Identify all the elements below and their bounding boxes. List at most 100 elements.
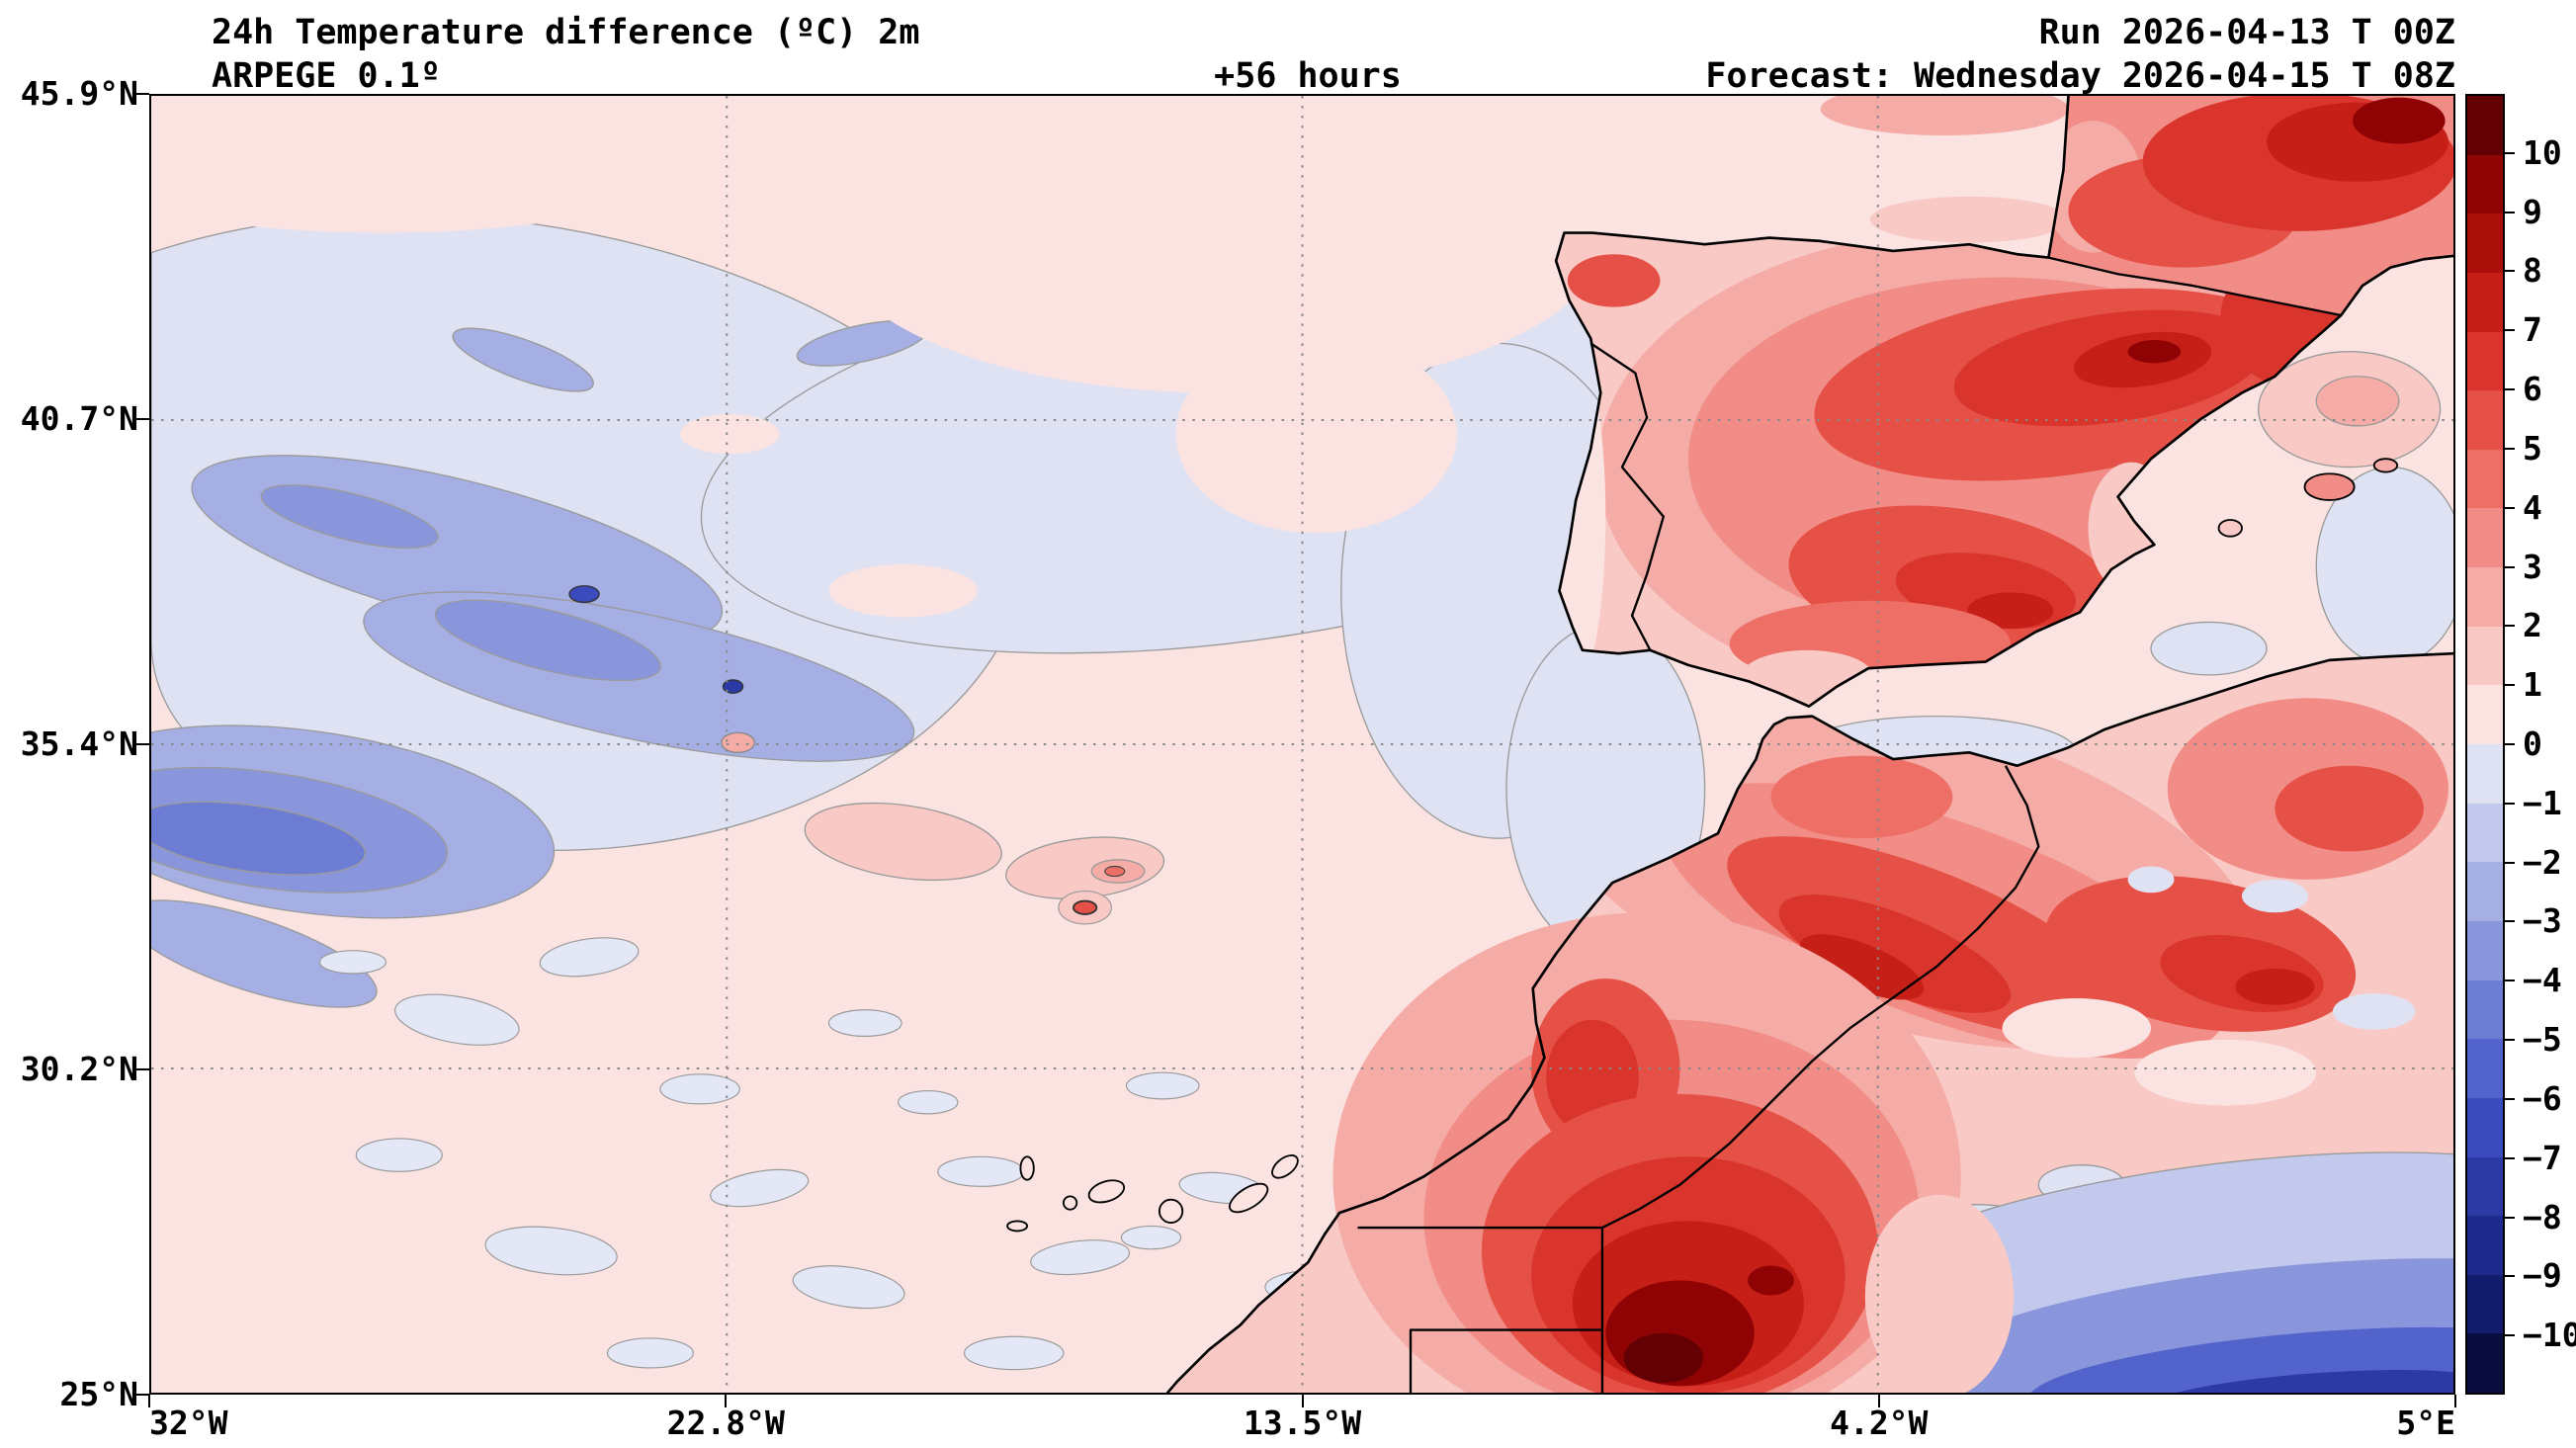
colorbar-segment [2467, 390, 2503, 450]
coastlines [1165, 96, 2453, 1393]
africa-coastline [1165, 651, 2453, 1393]
colorbar-tick-mark [2505, 743, 2515, 745]
colorbar-segment [2467, 685, 2503, 745]
country-borders [1357, 256, 2342, 1393]
x-tick-label: 13.5°W [1243, 1404, 1362, 1442]
iberia-france-coastline [1554, 96, 2453, 708]
colorbar-tick-label: −6 [2523, 1078, 2562, 1118]
iberia-warming-region [1556, 232, 2342, 707]
x-tick-mark [1301, 1395, 1304, 1407]
western-sahara-borders [1357, 1226, 1604, 1393]
colorbar-tick-label: 8 [2523, 251, 2542, 291]
madeira [1058, 890, 1112, 925]
y-tick-mark [136, 418, 149, 420]
y-tick-mark [136, 93, 149, 95]
colorbar [2465, 94, 2505, 1395]
x-tick-mark [1877, 1395, 1880, 1407]
colorbar-segment [2467, 449, 2503, 509]
colorbar-segment [2467, 508, 2503, 568]
colorbar-segment [2467, 1156, 2503, 1217]
colorbar-tick-mark [2505, 211, 2515, 213]
colorbar-tick-label: 10 [2523, 132, 2562, 172]
colorbar-segment [2467, 1039, 2503, 1098]
x-tick-label: 5°E [2396, 1404, 2455, 1442]
lead-time-label: +56 hours [1214, 56, 1402, 96]
y-tick-mark [136, 743, 149, 745]
run-label: Run 2026-04-13 T 00Z [2038, 13, 2455, 52]
colorbar-segment [2467, 154, 2503, 214]
gridlines [151, 96, 2453, 1393]
colorbar-tick-mark [2505, 920, 2515, 923]
colorbar-tick-mark [2505, 329, 2515, 332]
colorbar-tick-mark [2505, 684, 2515, 687]
forecast-label: Forecast: Wednesday 2026-04-15 T 08Z [1705, 56, 2455, 96]
y-tick-mark [136, 1394, 149, 1396]
colorbar-segment [2467, 1274, 2503, 1334]
south-morocco-hotspot [1332, 912, 2015, 1393]
colorbar-tick-mark [2505, 151, 2515, 154]
colorbar-tick-label: −10 [2523, 1316, 2576, 1355]
colorbar-segment [2467, 920, 2503, 980]
colorbar-tick-label: −2 [2523, 842, 2562, 882]
colorbar-tick-label: 1 [2523, 665, 2542, 705]
colorbar-tick-mark [2505, 1039, 2515, 1042]
colorbar-tick-label: −7 [2523, 1138, 2562, 1177]
colorbar-tick-label: 0 [2523, 724, 2542, 763]
y-tick-label: 30.2°N [20, 1050, 138, 1088]
colorbar-tick-label: 5 [2523, 428, 2542, 468]
colorbar-tick-label: 3 [2523, 547, 2542, 586]
colorbar-tick-label: −5 [2523, 1020, 2562, 1060]
colorbar-tick-mark [2505, 861, 2515, 864]
x-tick-label: 4.2°W [1830, 1404, 1929, 1442]
y-tick-label: 35.4°N [20, 724, 138, 763]
x-tick-mark [2454, 1395, 2456, 1407]
colorbar-tick-mark [2505, 625, 2515, 628]
colorbar-segment [2467, 1333, 2503, 1394]
colorbar-tick-mark [2505, 1334, 2515, 1337]
colorbar-tick-mark [2505, 1275, 2515, 1278]
x-tick-mark [148, 1395, 150, 1407]
colorbar-segment [2467, 567, 2503, 627]
x-tick-label: 22.8°W [666, 1404, 785, 1442]
colorbar-segment [2467, 862, 2503, 921]
colorbar-segment [2467, 213, 2503, 273]
colorbar-segment [2467, 980, 2503, 1040]
chart-title: 24h Temperature difference (ºC) 2m [212, 13, 920, 52]
morocco-algeria-border [1601, 765, 2040, 1230]
colorbar-tick-label: −8 [2523, 1197, 2562, 1236]
colorbar-tick-mark [2505, 1216, 2515, 1219]
balearic-islands [2217, 458, 2399, 538]
colorbar-tick-label: 2 [2523, 606, 2542, 645]
y-tick-label: 45.9°N [20, 74, 138, 113]
y-tick-mark [136, 1068, 149, 1070]
y-tick-label: 25°N [59, 1375, 138, 1413]
colorbar-tick-mark [2505, 388, 2515, 391]
colorbar-segment [2467, 1097, 2503, 1157]
map-canvas [151, 96, 2453, 1393]
y-tick-label: 40.7°N [20, 399, 138, 438]
colorbar-tick-mark [2505, 270, 2515, 273]
colorbar-tick-label: 7 [2523, 310, 2542, 350]
model-label: ARPEGE 0.1º [212, 56, 441, 96]
colorbar-tick-mark [2505, 506, 2515, 509]
colorbar-tick-label: −9 [2523, 1256, 2562, 1296]
colorbar-tick-label: 6 [2523, 370, 2542, 409]
colorbar-tick-mark [2505, 447, 2515, 450]
colorbar-tick-label: −4 [2523, 961, 2562, 1000]
ocean-anomaly-field [151, 96, 2453, 1008]
colorbar-segment [2467, 1216, 2503, 1275]
islands [1006, 458, 2399, 1233]
colorbar-tick-label: −1 [2523, 783, 2562, 822]
colorbar-tick-mark [2505, 980, 2515, 982]
colorbar-tick-label: −3 [2523, 901, 2562, 941]
portugal-spain-border [1589, 342, 1665, 651]
colorbar-tick-label: 9 [2523, 192, 2542, 231]
colorbar-tick-mark [2505, 1097, 2515, 1100]
colorbar-segment [2467, 272, 2503, 332]
colorbar-tick-mark [2505, 1156, 2515, 1159]
x-tick-label: 32°W [149, 1404, 228, 1442]
colorbar-segment [2467, 744, 2503, 804]
canary-islands [1006, 1154, 1299, 1233]
colorbar-segment [2467, 331, 2503, 391]
